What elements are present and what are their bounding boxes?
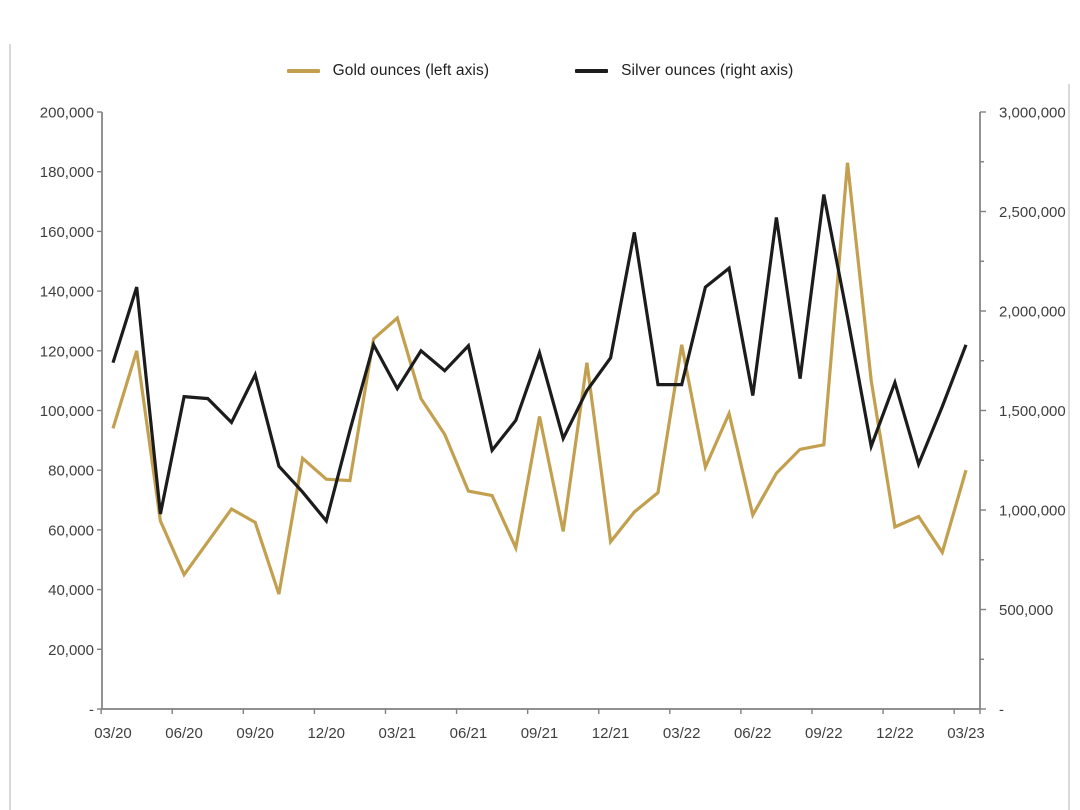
y-left-tick-label: 60,000 (48, 522, 94, 539)
silver-line-swatch-icon (575, 69, 609, 73)
legend-item-gold: Gold ounces (left axis) (286, 62, 490, 80)
gold-line-swatch-icon (286, 69, 320, 73)
y-left-tick-label: 120,000 (40, 343, 94, 360)
legend-label-gold: Gold ounces (left axis) (332, 62, 490, 79)
y-left-tick-label: 40,000 (48, 582, 94, 599)
y-right-tick-label: 1,500,000 (999, 403, 1066, 420)
page-frame-right-edge (1068, 84, 1070, 810)
x-tick-label: 06/20 (165, 725, 203, 742)
legend-item-silver: Silver ounces (right axis) (575, 62, 793, 80)
silver-line (111, 194, 968, 525)
x-tick-label: 12/20 (307, 725, 345, 742)
y-right-tick-label: 3,000,000 (999, 105, 1066, 122)
y-left-tick-label: 80,000 (48, 463, 94, 480)
gold-line (111, 162, 968, 595)
page-frame-left-edge (9, 44, 11, 810)
x-tick-label: 12/21 (592, 725, 630, 742)
y-left-tick-label: 20,000 (48, 642, 94, 659)
y-left-tick-label: 200,000 (40, 105, 94, 122)
y-right-tick-label: 2,000,000 (999, 304, 1066, 321)
x-tick-label: 03/22 (663, 725, 701, 742)
y-right-tick-label: 500,000 (999, 602, 1053, 619)
y-left-tick-label: 140,000 (40, 284, 94, 301)
x-tick-label: 03/21 (379, 725, 417, 742)
y-left-tick-label: 160,000 (40, 224, 94, 241)
y-right-tick-label: - (999, 702, 1004, 719)
x-tick-label: 03/23 (947, 725, 985, 742)
y-right-tick-label: 2,500,000 (999, 204, 1066, 221)
y-left-tick-label: 180,000 (40, 164, 94, 181)
x-tick-label: 09/20 (236, 725, 274, 742)
y-right-tick-label: 1,000,000 (999, 503, 1066, 520)
x-tick-label: 06/21 (450, 725, 488, 742)
x-tick-label: 03/20 (94, 725, 132, 742)
y-left-tick-label: 100,000 (40, 403, 94, 420)
x-tick-label: 12/22 (876, 725, 914, 742)
legend-label-silver: Silver ounces (right axis) (621, 62, 794, 79)
x-tick-label: 09/21 (521, 725, 559, 742)
y-left-tick-label: - (89, 702, 94, 719)
x-tick-label: 06/22 (734, 725, 772, 742)
chart-legend: Gold ounces (left axis) Silver ounces (r… (0, 62, 1080, 80)
x-tick-label: 09/22 (805, 725, 843, 742)
